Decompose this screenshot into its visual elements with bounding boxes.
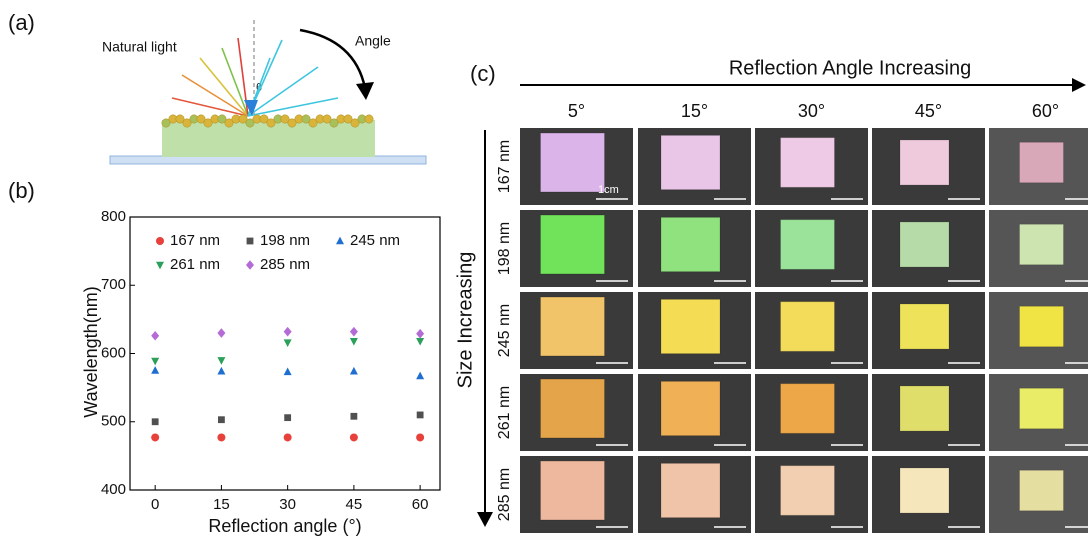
marker: [218, 416, 225, 423]
y-tick-label: 600: [101, 344, 126, 361]
column-label: 5°: [568, 101, 585, 121]
light-label: Natural light: [102, 39, 177, 55]
x-tick-label: 0: [151, 496, 159, 513]
row-label: 198 nm: [496, 222, 513, 275]
scale-label: 1cm: [598, 184, 619, 196]
marker: [284, 368, 292, 376]
sample: [661, 217, 720, 271]
arrow-head: [1072, 78, 1086, 92]
sample: [661, 463, 720, 517]
sample: [1020, 142, 1064, 182]
marker: [284, 433, 292, 441]
panel-label: (a): [8, 10, 35, 35]
sample: [781, 302, 835, 352]
marker: [284, 414, 291, 421]
row-label: 167 nm: [496, 140, 513, 193]
sample: [661, 135, 720, 189]
x-axis-label: Reflection angle (°): [208, 516, 361, 536]
y-tick-label: 400: [101, 481, 126, 498]
sample: [541, 215, 605, 274]
sample: [661, 299, 720, 353]
marker: [217, 367, 225, 375]
sample: [541, 461, 605, 520]
marker: [284, 339, 292, 347]
column-label: 15°: [681, 101, 708, 121]
marker: [416, 433, 424, 441]
sample: [541, 133, 605, 192]
y-axis-label: Wavelength(nm): [81, 286, 101, 417]
sample: [541, 379, 605, 438]
row-label: 261 nm: [496, 386, 513, 439]
legend-label: 167 nm: [170, 232, 220, 249]
x-tick-label: 45: [346, 496, 363, 513]
legend-label: 261 nm: [170, 256, 220, 273]
y-tick-label: 800: [101, 208, 126, 225]
arrow-head: [477, 512, 493, 527]
sample: [781, 466, 835, 516]
angle-label: Angle: [355, 33, 391, 49]
sample: [900, 468, 949, 513]
marker: [151, 331, 159, 341]
marker: [284, 327, 292, 337]
legend-marker: [247, 238, 254, 245]
sample: [661, 381, 720, 435]
legend-marker: [336, 237, 344, 245]
x-tick-label: 60: [412, 496, 429, 513]
column-label: 30°: [798, 101, 825, 121]
legend-label: 285 nm: [260, 256, 310, 273]
sample: [900, 222, 949, 267]
legend-label: 245 nm: [350, 232, 400, 249]
particle: [365, 115, 373, 123]
sample: [1020, 388, 1064, 428]
marker: [416, 329, 424, 339]
legend-marker: [156, 237, 164, 245]
y-tick-label: 700: [101, 276, 126, 293]
marker: [416, 338, 424, 346]
sample: [1020, 224, 1064, 264]
sample: [1020, 470, 1064, 510]
sample: [541, 297, 605, 356]
row-label: 245 nm: [496, 304, 513, 357]
marker: [217, 328, 225, 338]
marker: [350, 413, 357, 420]
marker: [417, 412, 424, 419]
marker: [350, 367, 358, 375]
sample: [781, 138, 835, 188]
figure: (a) Natural light Angle θ (b) Reflection…: [0, 0, 1088, 539]
sample: [781, 220, 835, 270]
legend-marker: [246, 260, 254, 270]
y-tick-label: 500: [101, 413, 126, 430]
marker: [416, 372, 424, 380]
marker: [350, 338, 358, 346]
marker: [151, 366, 159, 374]
marker: [350, 433, 358, 441]
marker: [151, 358, 159, 366]
legend-label: 198 nm: [260, 232, 310, 249]
marker: [217, 433, 225, 441]
panel-label: (c): [470, 61, 496, 86]
column-label: 45°: [915, 101, 942, 121]
marker: [152, 418, 159, 425]
row-label: 285 nm: [496, 468, 513, 521]
y-axis-title: Size Increasing: [454, 252, 476, 389]
x-tick-label: 15: [213, 496, 230, 513]
sample: [1020, 306, 1064, 346]
marker: [151, 433, 159, 441]
x-tick-label: 30: [279, 496, 296, 513]
sample: [900, 386, 949, 431]
column-label: 60°: [1032, 101, 1059, 121]
marker: [217, 357, 225, 365]
panel-label: (b): [8, 178, 35, 203]
x-axis-title: Reflection Angle Increasing: [729, 57, 971, 79]
marker: [350, 327, 358, 337]
sample: [900, 140, 949, 185]
sample: [781, 384, 835, 434]
sample: [900, 304, 949, 349]
legend-marker: [156, 262, 164, 270]
